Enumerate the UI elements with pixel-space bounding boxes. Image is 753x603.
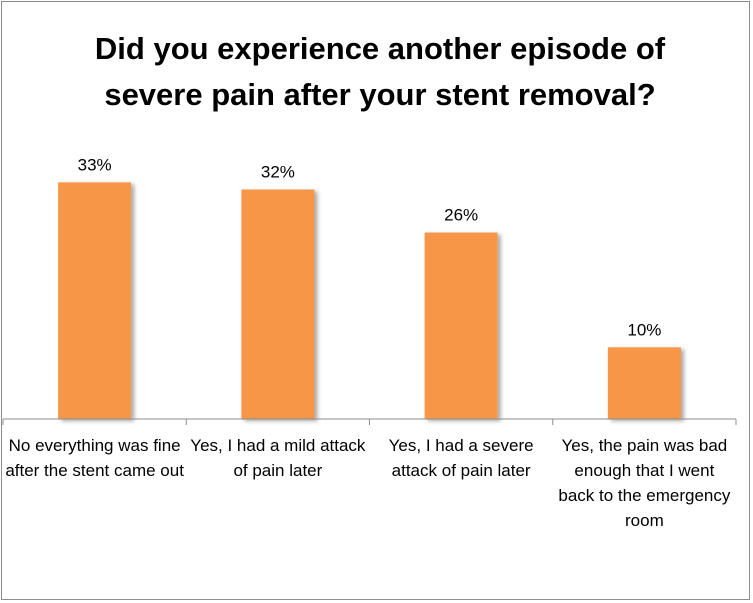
bar bbox=[607, 347, 681, 419]
data-label: 32% bbox=[261, 163, 295, 182]
category-label: Yes, the pain was bad enough that I went… bbox=[558, 436, 731, 530]
bar bbox=[241, 189, 315, 419]
chart-title: Did you experience another episode of se… bbox=[94, 31, 666, 112]
data-label: 33% bbox=[78, 155, 112, 174]
category-label: Yes, I had a severe attack of pain later bbox=[388, 436, 534, 480]
data-label: 10% bbox=[627, 320, 661, 339]
category-label: No everything was fine after the stent c… bbox=[5, 436, 184, 480]
category-label: Yes, I had a mild attack of pain later bbox=[190, 436, 366, 480]
bar bbox=[58, 182, 132, 419]
data-label: 26% bbox=[444, 206, 478, 225]
bar bbox=[424, 232, 498, 419]
